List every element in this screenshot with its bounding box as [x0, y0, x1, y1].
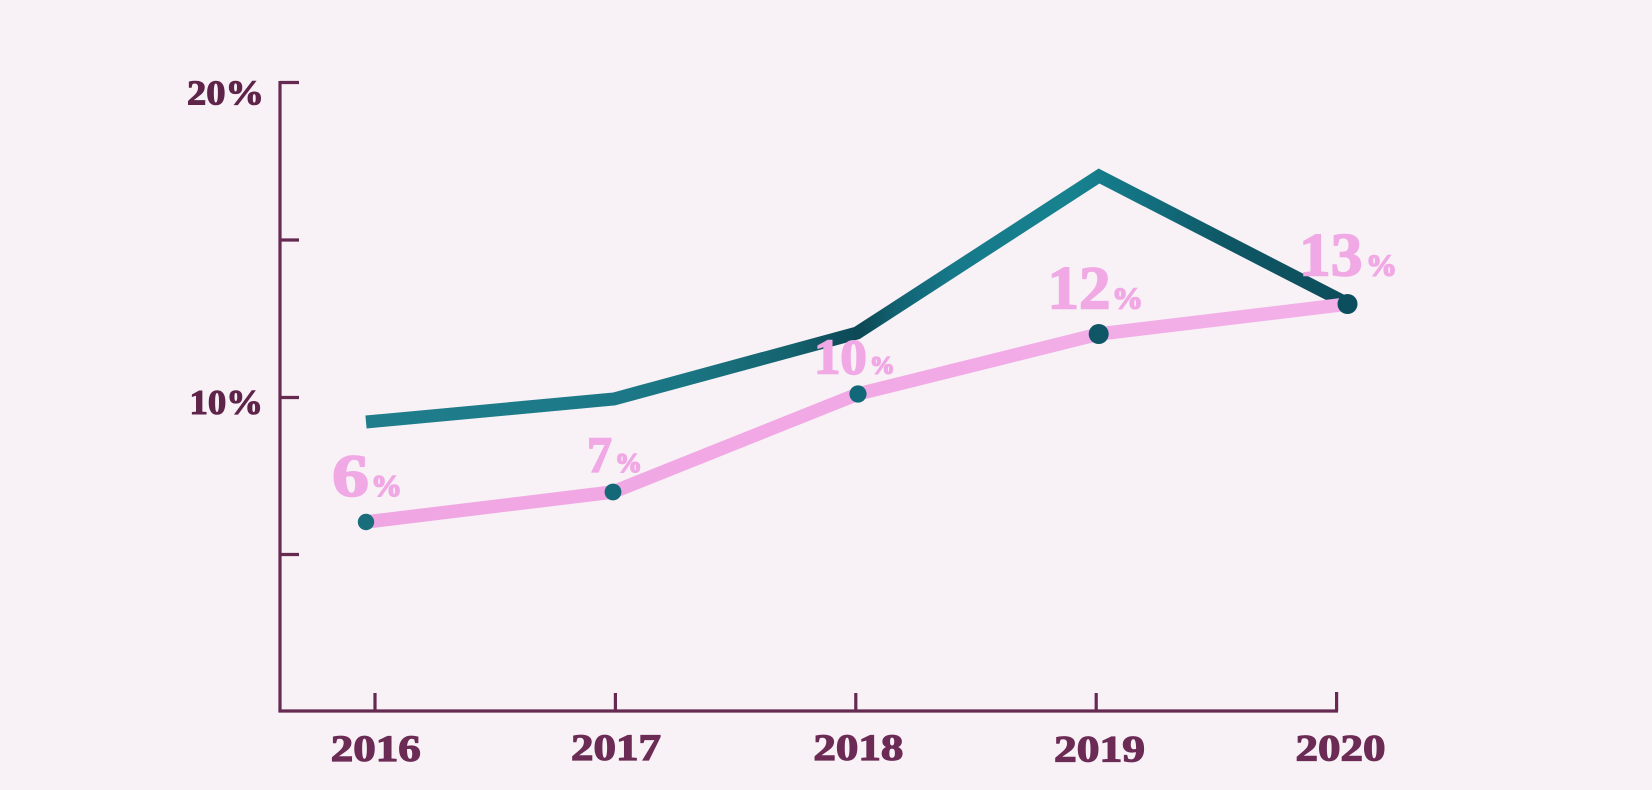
- svg-text:2016: 2016: [331, 729, 421, 770]
- svg-text:2020: 2020: [1296, 729, 1386, 770]
- svg-text:2017: 2017: [571, 728, 661, 769]
- svg-text:2019: 2019: [1054, 730, 1145, 771]
- svg-text:13%: 13%: [1299, 222, 1397, 289]
- svg-text:10%: 10%: [190, 383, 264, 422]
- svg-text:10%: 10%: [814, 329, 895, 385]
- svg-text:6%: 6%: [332, 443, 402, 509]
- svg-text:7%: 7%: [587, 428, 642, 484]
- svg-text:12%: 12%: [1048, 255, 1144, 322]
- svg-text:20%: 20%: [187, 74, 264, 113]
- svg-text:2018: 2018: [813, 728, 903, 769]
